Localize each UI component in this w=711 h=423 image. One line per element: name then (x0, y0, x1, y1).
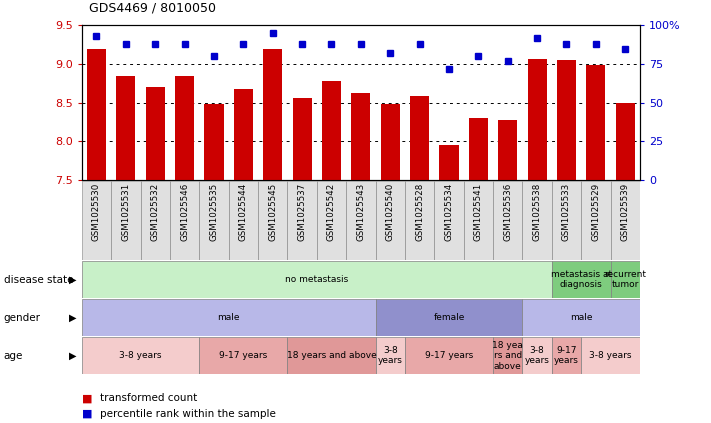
Bar (611, 261, 640, 298)
Bar (82, 337, 199, 374)
Bar (380, 104, 400, 180)
Text: recurrent
tumor: recurrent tumor (604, 270, 646, 289)
Bar (322, 81, 341, 180)
Bar (493, 337, 523, 374)
Bar (410, 96, 429, 180)
Text: GSM1025538: GSM1025538 (533, 183, 542, 241)
Text: GSM1025539: GSM1025539 (621, 183, 630, 241)
Bar (375, 337, 405, 374)
Bar (199, 181, 229, 260)
Text: GSM1025530: GSM1025530 (92, 183, 101, 241)
Text: GSM1025544: GSM1025544 (239, 183, 248, 241)
Text: ■: ■ (82, 393, 92, 404)
Text: age: age (4, 351, 23, 361)
Text: gender: gender (4, 313, 41, 323)
Bar (229, 181, 258, 260)
Text: 18 yea
rs and
above: 18 yea rs and above (492, 341, 523, 371)
Bar (258, 181, 287, 260)
Bar (552, 181, 581, 260)
Text: GSM1025534: GSM1025534 (444, 183, 454, 241)
Text: GSM1025532: GSM1025532 (151, 183, 160, 241)
Bar (375, 181, 405, 260)
Text: male: male (570, 313, 592, 322)
Bar (263, 49, 282, 180)
Text: ▶: ▶ (68, 275, 76, 285)
Bar (469, 118, 488, 180)
Bar (199, 337, 287, 374)
Bar (587, 65, 605, 180)
Bar (464, 181, 493, 260)
Bar (82, 261, 552, 298)
Text: GSM1025546: GSM1025546 (180, 183, 189, 241)
Text: percentile rank within the sample: percentile rank within the sample (100, 409, 275, 419)
Text: GSM1025540: GSM1025540 (385, 183, 395, 241)
Text: GSM1025535: GSM1025535 (210, 183, 218, 241)
Bar (170, 181, 199, 260)
Text: 18 years and above: 18 years and above (287, 351, 376, 360)
Text: 9-17 years: 9-17 years (219, 351, 267, 360)
Text: GSM1025529: GSM1025529 (592, 183, 600, 241)
Bar (616, 103, 635, 180)
Text: GSM1025531: GSM1025531 (122, 183, 130, 241)
Bar (82, 299, 375, 336)
Text: disease state: disease state (4, 275, 73, 285)
Bar (175, 76, 194, 180)
Bar (439, 145, 459, 180)
Bar (581, 181, 611, 260)
Text: 3-8 years: 3-8 years (119, 351, 162, 360)
Bar (523, 337, 552, 374)
Bar (292, 98, 311, 180)
Bar (557, 60, 576, 180)
Text: 3-8 years: 3-8 years (589, 351, 632, 360)
Text: GDS4469 / 8010050: GDS4469 / 8010050 (89, 2, 216, 15)
Bar (552, 337, 581, 374)
Bar (351, 93, 370, 180)
Text: GSM1025533: GSM1025533 (562, 183, 571, 241)
Bar (375, 299, 523, 336)
Text: 9-17 years: 9-17 years (425, 351, 473, 360)
Bar (287, 337, 375, 374)
Bar (117, 76, 135, 180)
Bar (141, 181, 170, 260)
Bar (82, 181, 111, 260)
Bar (493, 181, 523, 260)
Bar (434, 181, 464, 260)
Text: GSM1025542: GSM1025542 (327, 183, 336, 241)
Text: 3-8
years: 3-8 years (525, 346, 550, 365)
Bar (287, 181, 317, 260)
Bar (523, 299, 640, 336)
Text: GSM1025536: GSM1025536 (503, 183, 512, 241)
Bar (146, 87, 165, 180)
Text: ■: ■ (82, 409, 92, 419)
Text: ▶: ▶ (68, 351, 76, 361)
Bar (87, 49, 106, 180)
Text: metastasis at
diagnosis: metastasis at diagnosis (550, 270, 611, 289)
Text: female: female (433, 313, 465, 322)
Bar (234, 89, 253, 180)
Text: male: male (218, 313, 240, 322)
Text: GSM1025543: GSM1025543 (356, 183, 365, 241)
Bar (552, 261, 611, 298)
Text: GSM1025528: GSM1025528 (415, 183, 424, 241)
Bar (528, 59, 547, 180)
Bar (111, 181, 141, 260)
Text: 9-17
years: 9-17 years (554, 346, 579, 365)
Bar (498, 120, 518, 180)
Bar (581, 337, 640, 374)
Text: 3-8
years: 3-8 years (378, 346, 402, 365)
Bar (204, 104, 223, 180)
Bar (523, 181, 552, 260)
Bar (317, 181, 346, 260)
Text: no metastasis: no metastasis (285, 275, 348, 284)
Text: ▶: ▶ (68, 313, 76, 323)
Bar (611, 181, 640, 260)
Text: transformed count: transformed count (100, 393, 197, 404)
Text: GSM1025537: GSM1025537 (298, 183, 306, 241)
Text: GSM1025545: GSM1025545 (268, 183, 277, 241)
Bar (405, 337, 493, 374)
Bar (405, 181, 434, 260)
Bar (346, 181, 375, 260)
Text: GSM1025541: GSM1025541 (474, 183, 483, 241)
